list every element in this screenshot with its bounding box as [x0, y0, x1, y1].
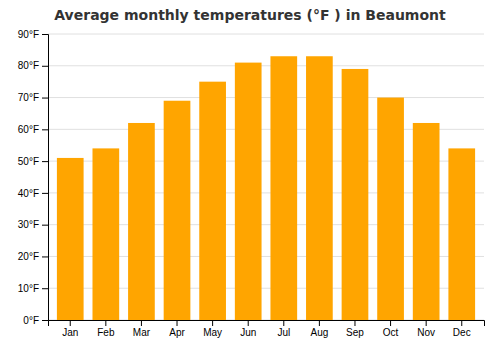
- bar: [448, 148, 475, 320]
- y-tick-label: 20°F: [18, 251, 39, 262]
- y-tick-label: 30°F: [18, 219, 39, 230]
- bar: [342, 69, 369, 320]
- y-tick-label: 50°F: [18, 156, 39, 167]
- y-tick-mark: [42, 98, 48, 99]
- bar: [57, 158, 84, 320]
- x-tick-label: Mar: [133, 327, 151, 338]
- y-tick-label: 60°F: [18, 124, 39, 135]
- bar: [306, 56, 333, 320]
- y-tick: 30°F: [18, 219, 48, 230]
- y-tick: 70°F: [18, 92, 48, 103]
- marks: [57, 56, 475, 320]
- y-tick: 90°F: [18, 29, 48, 40]
- x-tick-label: Feb: [97, 327, 115, 338]
- x-tick: Jul: [277, 320, 290, 338]
- x-tick-mark: [319, 320, 320, 326]
- x-tick-mark: [426, 320, 427, 326]
- x-tick-label: Oct: [383, 327, 399, 338]
- x-tick: Nov: [417, 320, 435, 338]
- y-tick-mark: [42, 256, 48, 257]
- bar: [164, 101, 191, 320]
- bar: [128, 123, 155, 320]
- x-tick-label: Jan: [62, 327, 78, 338]
- y-tick-mark: [42, 193, 48, 194]
- x-axis-line: [49, 321, 485, 327]
- y-tick: 10°F: [18, 283, 48, 294]
- y-tick: 0°F: [23, 315, 48, 326]
- plot: 0°F 10°F 20°F 30°F 40°F 50°F 60°F 70°F 80°F 90°F J…: [18, 29, 485, 338]
- x-tick-label: Jul: [277, 327, 290, 338]
- y-tick-mark: [42, 320, 48, 321]
- grid: [48, 34, 484, 320]
- x-tick-label: Nov: [417, 327, 435, 338]
- y-tick: 20°F: [18, 251, 48, 262]
- y-tick-label: 70°F: [18, 92, 39, 103]
- x-tick: Jun: [240, 320, 256, 338]
- y-tick: 60°F: [18, 124, 48, 135]
- x-tick-mark: [461, 320, 462, 326]
- bar: [270, 56, 297, 320]
- x-tick: Aug: [310, 320, 328, 338]
- x-tick: Feb: [97, 320, 115, 338]
- y-axis: 0°F 10°F 20°F 30°F 40°F 50°F 60°F 70°F 80°F 90°F: [18, 29, 49, 326]
- bar: [92, 148, 119, 320]
- x-tick: Dec: [453, 320, 471, 338]
- bar: [413, 123, 440, 320]
- x-tick-mark: [105, 320, 106, 326]
- y-tick-mark: [42, 161, 48, 162]
- x-tick: Oct: [383, 320, 399, 338]
- grid-line: [48, 65, 484, 66]
- y-tick-label: 0°F: [23, 315, 39, 326]
- y-tick: 80°F: [18, 60, 48, 71]
- x-tick-mark: [212, 320, 213, 326]
- x-tick: Sep: [346, 320, 364, 338]
- title: Average monthly temperatures (°F ) in Be…: [54, 7, 446, 23]
- y-tick-mark: [42, 129, 48, 130]
- x-tick: Apr: [169, 320, 185, 338]
- y-tick-mark: [42, 66, 48, 67]
- y-tick-label: 10°F: [18, 283, 39, 294]
- y-tick-label: 80°F: [18, 60, 39, 71]
- x-tick-label: Apr: [169, 327, 185, 338]
- x-axis: Jan Feb Mar Apr May Jun Jul Aug Sep Oct Nov Dec: [49, 320, 485, 338]
- bar: [199, 82, 226, 320]
- x-tick-mark: [177, 320, 178, 326]
- x-tick-mark: [283, 320, 284, 326]
- x-tick-mark: [70, 320, 71, 326]
- y-tick-mark: [42, 34, 48, 35]
- chart: 0°F 10°F 20°F 30°F 40°F 50°F 60°F 70°F 80°F 90°F J…: [0, 0, 500, 350]
- y-tick-label: 90°F: [18, 29, 39, 40]
- y-axis-line: [42, 35, 49, 321]
- x-tick-label: May: [203, 327, 222, 338]
- y-tick-mark: [42, 288, 48, 289]
- x-tick-label: Aug: [310, 327, 328, 338]
- x-tick-mark: [354, 320, 355, 326]
- y-tick: 40°F: [18, 188, 48, 199]
- x-tick-label: Jun: [240, 327, 256, 338]
- bar: [235, 63, 262, 320]
- x-tick-mark: [390, 320, 391, 326]
- x-tick-label: Dec: [453, 327, 471, 338]
- x-tick-mark: [248, 320, 249, 326]
- bar: [377, 98, 404, 320]
- grid-line: [48, 34, 484, 35]
- x-tick: Mar: [133, 320, 151, 338]
- x-tick: May: [203, 320, 222, 338]
- x-tick-mark: [141, 320, 142, 326]
- x-tick: Jan: [62, 320, 78, 338]
- y-tick-label: 40°F: [18, 188, 39, 199]
- y-tick: 50°F: [18, 156, 48, 167]
- x-tick-label: Sep: [346, 327, 364, 338]
- grid-line: [48, 97, 484, 98]
- y-tick-mark: [42, 225, 48, 226]
